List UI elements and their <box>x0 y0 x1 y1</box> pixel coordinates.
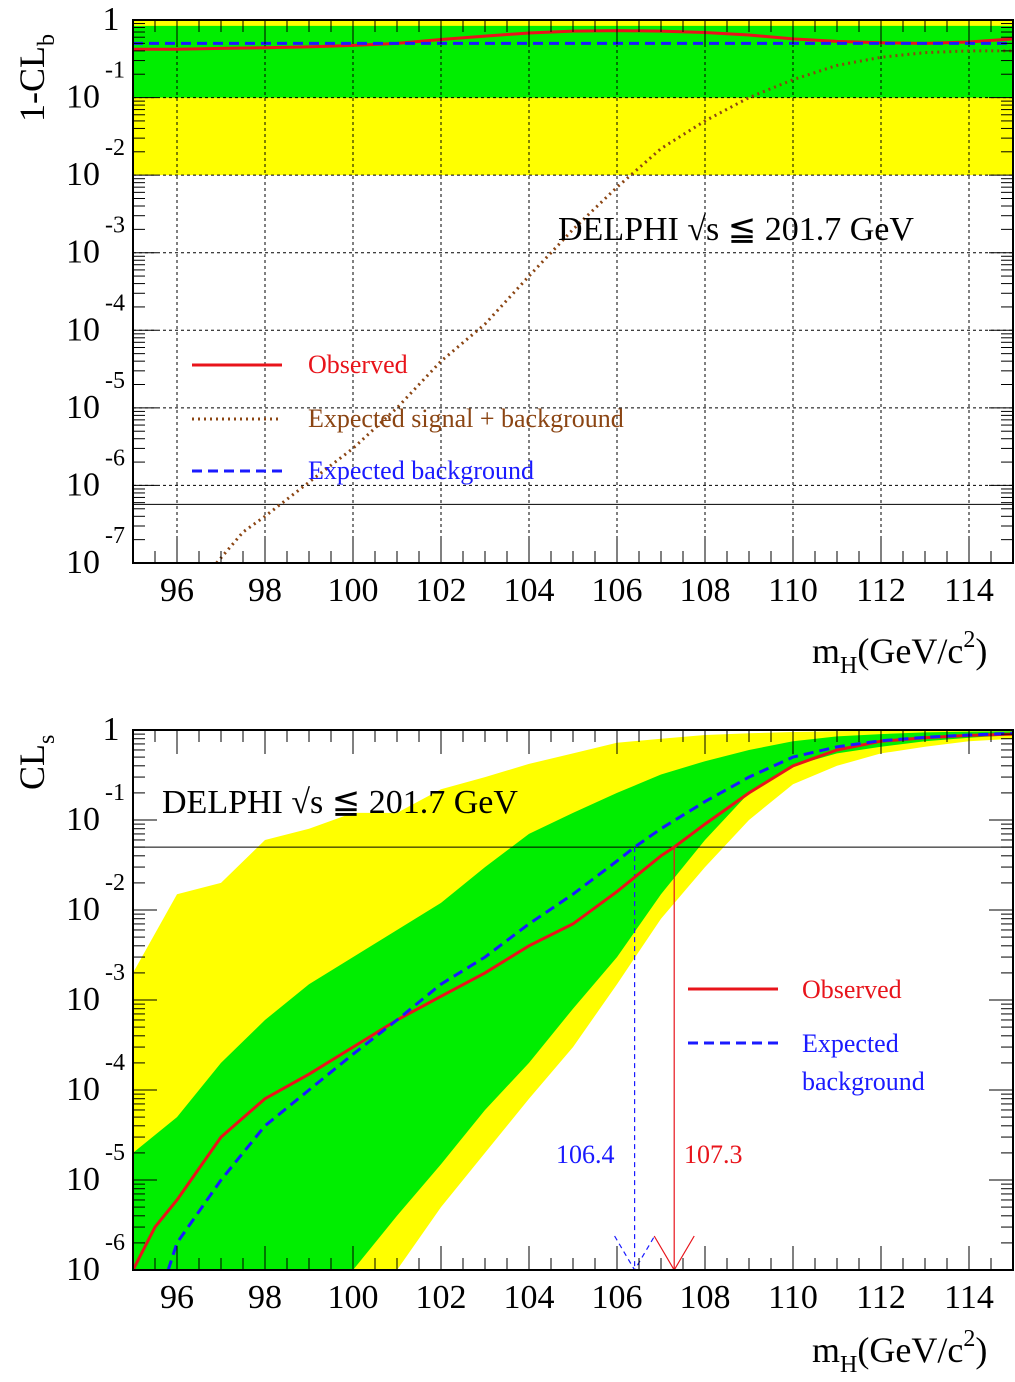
legend-label-observed: Observed <box>308 350 408 379</box>
x-tick-label: 106 <box>592 572 643 609</box>
cls-y-tick-labels: 1 10-1 10-2 10-3 10-4 10-5 10-6 <box>66 711 125 1288</box>
y-tick-label: 10-4 <box>66 290 125 348</box>
y-tick-label: 10-3 <box>66 960 125 1018</box>
cls-series <box>133 731 1013 1270</box>
legend-label-expected-line1: Expected <box>802 1029 899 1058</box>
x-tick-label: 114 <box>944 1279 994 1316</box>
clb-ticks <box>132 19 1014 564</box>
x-tick-label: 100 <box>328 572 379 609</box>
y-tick-label: 10-2 <box>66 870 125 928</box>
clb-y-axis-title: 1-CLb <box>12 34 60 122</box>
cls-y-axis-title: CLs <box>12 735 60 790</box>
x-tick-label: 104 <box>504 572 555 609</box>
clb-y-tick-labels: 1 10-1 10-2 10-3 10-4 10-5 10-6 10-7 <box>66 1 125 581</box>
y-tick-label: 10-5 <box>66 1140 125 1198</box>
x-tick-label: 104 <box>504 1279 555 1316</box>
clb-x-tick-labels: 96 98 100 102 104 106 108 110 112 114 <box>160 572 994 609</box>
legend-label-expected-b: Expected background <box>308 456 534 485</box>
series-line-1 <box>166 731 1013 1270</box>
legend-label-expected-sb: Expected signal + background <box>308 404 624 433</box>
x-tick-label: 98 <box>248 572 282 609</box>
y-tick-label: 10-3 <box>66 213 125 271</box>
limit-label-observed: 107.3 <box>684 1140 743 1169</box>
y-tick-label: 10-6 <box>66 445 125 503</box>
y-tick-label: 1 <box>103 1 120 38</box>
cls-legend: Observed Expected background <box>688 975 925 1096</box>
x-tick-label: 110 <box>768 572 818 609</box>
clb-x-axis-title: mH(GeV/c2) <box>812 627 987 679</box>
limit-label-expected: 106.4 <box>556 1140 615 1169</box>
x-tick-label: 112 <box>856 572 906 609</box>
y-tick-label: 10-5 <box>66 368 125 426</box>
legend-label-observed: Observed <box>802 975 902 1004</box>
band-1sigma <box>133 25 1013 98</box>
y-tick-label: 10-1 <box>66 58 125 116</box>
y-tick-label: 10-1 <box>66 780 125 838</box>
x-tick-label: 102 <box>416 1279 467 1316</box>
clb-panel: 1 10-1 10-2 10-3 10-4 10-5 10-6 10-7 96 98 100 102… <box>12 1 1014 679</box>
clb-annotation: DELPHI √s ≦ 201.7 GeV <box>558 211 914 248</box>
cls-panel: 1 10-1 10-2 10-3 10-4 10-5 10-6 96 98 100 102 104 1… <box>12 711 1014 1378</box>
y-tick-label: 10-2 <box>66 135 125 193</box>
y-tick-label: 10-7 <box>66 523 125 581</box>
x-tick-label: 102 <box>416 572 467 609</box>
series-line-0 <box>133 732 1013 1270</box>
series-line-1 <box>215 49 1013 563</box>
x-tick-label: 112 <box>856 1279 906 1316</box>
cls-bands <box>133 730 1013 1270</box>
x-tick-label: 98 <box>248 1279 282 1316</box>
y-tick-label: 1 <box>103 711 120 748</box>
x-tick-label: 96 <box>160 1279 194 1316</box>
cls-x-axis-title: mH(GeV/c2) <box>812 1326 987 1378</box>
x-tick-label: 110 <box>768 1279 818 1316</box>
legend-label-expected-line2: background <box>802 1067 925 1096</box>
x-tick-label: 96 <box>160 572 194 609</box>
clb-legend: Observed Expected signal + background Ex… <box>192 350 624 485</box>
x-tick-label: 100 <box>328 1279 379 1316</box>
band-1sigma <box>133 731 1013 1270</box>
cls-ticks <box>132 729 1014 1271</box>
y-tick-label: 10-6 <box>66 1230 125 1288</box>
x-tick-label: 108 <box>680 1279 731 1316</box>
x-tick-label: 106 <box>592 1279 643 1316</box>
cls-annotation: DELPHI √s ≦ 201.7 GeV <box>162 784 518 821</box>
cls-x-tick-labels: 96 98 100 102 104 106 108 110 112 114 <box>160 1279 994 1316</box>
y-tick-label: 10-4 <box>66 1050 125 1108</box>
x-tick-label: 114 <box>944 572 994 609</box>
x-tick-label: 108 <box>680 572 731 609</box>
